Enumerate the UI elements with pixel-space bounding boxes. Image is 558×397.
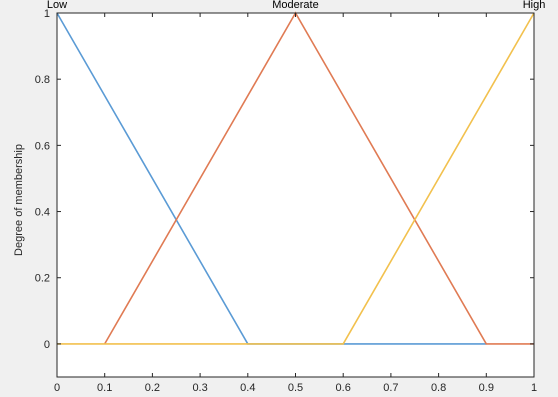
mf-labels: Low Moderate High [47,0,545,11]
y-axis-ticks: 0 0.2 0.4 0.6 0.8 1 [35,8,534,351]
x-tick-label: 0.9 [479,382,494,394]
y-tick-label: 0.2 [35,273,50,285]
x-tick-label: 0.3 [192,382,207,394]
y-tick-label: 0.6 [35,140,50,152]
x-axis-ticks: 0 0.1 0.2 0.3 0.4 0.5 0.6 0.7 0.8 0.9 1 [54,13,537,394]
x-tick-label: 1 [531,382,537,394]
x-tick-label: 0.7 [383,382,398,394]
y-tick-label: 0.8 [35,74,50,86]
y-tick-label: 0 [44,339,50,351]
y-tick-label: 1 [44,8,50,20]
mf-label-low: Low [47,0,67,11]
mf-label-moderate: Moderate [272,0,318,11]
x-tick-label: 0.4 [240,382,255,394]
x-tick-label: 0.1 [97,382,112,394]
x-tick-label: 0.2 [145,382,160,394]
y-axis-label: Degree of membership [13,144,25,256]
series-line-high [57,12,535,345]
x-tick-label: 0.8 [431,382,446,394]
mf-label-high: High [523,0,546,11]
y-tick-label: 0.4 [35,207,50,219]
plot-background [57,13,534,377]
x-tick-label: 0.6 [336,382,351,394]
x-tick-label: 0 [54,382,60,394]
series-layer [56,11,535,345]
series-line-moderate [104,11,534,345]
x-tick-label: 0.5 [288,382,303,394]
